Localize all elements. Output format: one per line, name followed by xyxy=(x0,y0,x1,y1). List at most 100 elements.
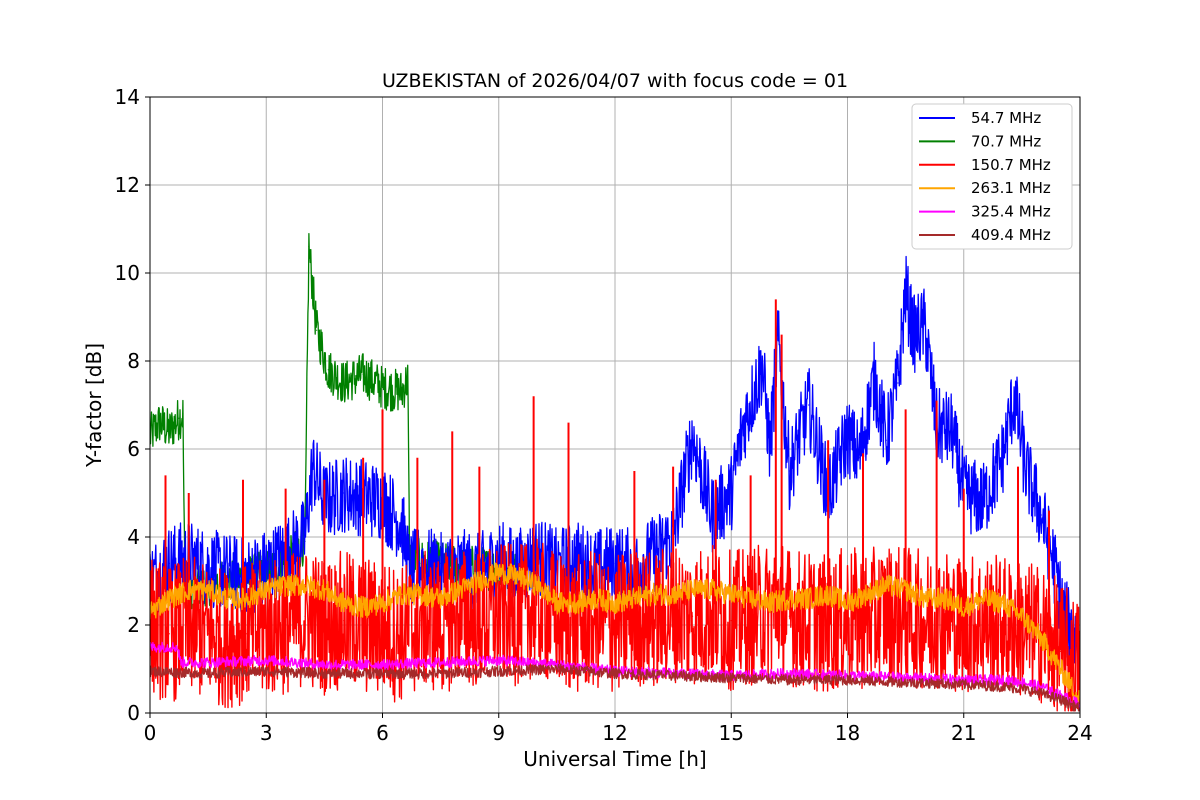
data-point xyxy=(653,593,655,595)
data-point xyxy=(316,329,318,331)
data-point xyxy=(168,562,170,565)
x-tick-label: 24 xyxy=(1067,721,1092,745)
x-tick-label: 9 xyxy=(492,721,505,745)
data-point xyxy=(963,606,965,609)
data-point xyxy=(788,615,790,617)
data-point xyxy=(924,620,926,622)
data-point xyxy=(323,664,325,666)
y-tick-label: 2 xyxy=(127,613,140,637)
data-point xyxy=(730,593,732,595)
data-point xyxy=(633,598,635,600)
data-point xyxy=(897,382,899,384)
data-point xyxy=(265,567,267,569)
series-line xyxy=(150,663,1080,712)
data-point xyxy=(304,584,306,587)
data-point xyxy=(459,615,461,617)
data-point xyxy=(982,501,984,503)
y-tick-label: 12 xyxy=(115,173,140,197)
data-point xyxy=(788,679,790,681)
data-point xyxy=(808,404,810,406)
data-point xyxy=(207,633,209,635)
data-point xyxy=(1040,514,1042,516)
data-point xyxy=(1021,628,1023,631)
data-point xyxy=(711,514,713,516)
data-point xyxy=(595,620,597,622)
data-point xyxy=(265,670,267,672)
data-point xyxy=(788,672,790,675)
data-point xyxy=(556,668,558,670)
data-point xyxy=(1001,457,1004,459)
data-point xyxy=(440,624,442,626)
data-point xyxy=(168,633,170,635)
data-point xyxy=(924,598,926,600)
data-point xyxy=(308,246,310,248)
data-point xyxy=(905,677,907,679)
data-point xyxy=(943,615,945,617)
data-point xyxy=(742,426,744,428)
y-tick-label: 4 xyxy=(127,525,140,549)
data-point xyxy=(905,290,907,292)
data-point xyxy=(1013,395,1015,397)
data-point xyxy=(575,602,577,604)
legend-label: 150.7 MHz xyxy=(971,156,1051,174)
data-point xyxy=(575,624,577,626)
data-point xyxy=(498,659,500,661)
data-point xyxy=(498,558,500,560)
data-point xyxy=(362,373,364,375)
data-point xyxy=(381,386,384,388)
data-point xyxy=(730,677,732,679)
data-point xyxy=(730,620,732,622)
x-tick-label: 3 xyxy=(260,721,273,745)
data-point xyxy=(885,439,887,441)
data-point xyxy=(769,602,771,604)
data-point xyxy=(761,364,763,366)
data-point xyxy=(711,589,713,591)
data-point xyxy=(1021,688,1023,690)
data-point xyxy=(777,338,779,340)
x-tick-label: 21 xyxy=(951,721,976,745)
data-point xyxy=(874,378,876,380)
data-point xyxy=(343,602,345,604)
data-point xyxy=(207,567,209,569)
data-point xyxy=(176,646,178,648)
data-point xyxy=(246,576,248,578)
data-point xyxy=(982,598,984,600)
series-line xyxy=(150,562,1080,706)
data-point xyxy=(343,492,345,494)
data-point xyxy=(246,598,248,600)
data-point xyxy=(323,589,325,591)
x-axis-label: Universal Time [h] xyxy=(523,747,706,771)
data-point xyxy=(536,584,539,587)
data-point xyxy=(517,615,519,617)
data-point xyxy=(1025,470,1027,472)
data-point xyxy=(905,681,907,683)
data-point xyxy=(846,602,849,604)
x-tick-label: 15 xyxy=(719,721,744,745)
data-point xyxy=(323,672,325,675)
data-point xyxy=(285,584,287,587)
data-point xyxy=(207,661,209,664)
series-3 xyxy=(150,562,1080,706)
x-tick-label: 0 xyxy=(144,721,157,745)
data-point xyxy=(517,576,519,578)
data-point xyxy=(866,620,868,622)
data-point xyxy=(769,448,771,450)
data-point xyxy=(1021,681,1023,683)
data-point xyxy=(1001,679,1004,681)
data-point xyxy=(912,334,914,336)
data-point xyxy=(885,611,887,613)
data-point xyxy=(575,558,577,560)
data-point xyxy=(440,571,442,573)
data-point xyxy=(556,620,558,622)
data-point xyxy=(478,580,480,582)
data-point xyxy=(401,633,403,635)
data-point xyxy=(312,466,314,468)
data-point xyxy=(556,664,558,666)
data-point xyxy=(409,571,411,573)
data-point xyxy=(846,615,849,617)
data-point xyxy=(407,378,409,380)
data-point xyxy=(459,567,461,569)
data-point xyxy=(178,417,180,419)
data-point xyxy=(614,672,616,675)
data-point xyxy=(265,628,267,631)
